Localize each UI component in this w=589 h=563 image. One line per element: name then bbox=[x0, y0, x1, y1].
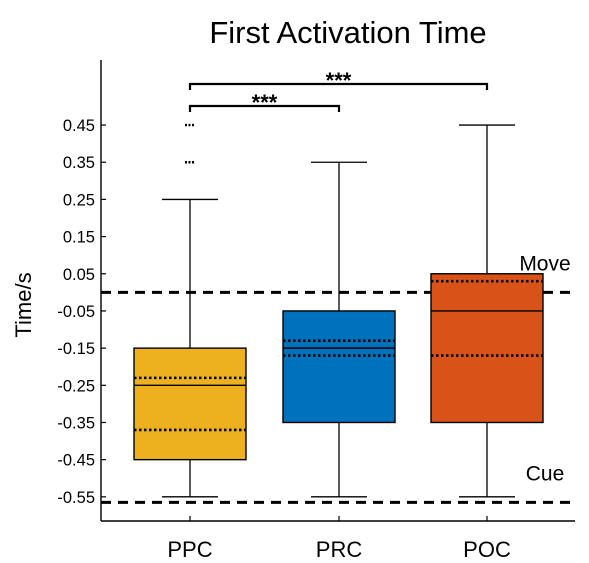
box-body bbox=[282, 310, 396, 424]
bracket-line bbox=[188, 104, 341, 112]
box-poc bbox=[430, 124, 544, 498]
x-tick-label: PPC bbox=[167, 537, 212, 562]
box-prc bbox=[282, 161, 396, 498]
y-axis-label: Time/s bbox=[11, 272, 36, 337]
x-tick-label: PRC bbox=[316, 537, 363, 562]
bracket-line bbox=[188, 82, 489, 90]
y-tick-label: -0.15 bbox=[57, 340, 95, 358]
y-tick-label: 0.25 bbox=[63, 191, 95, 209]
axes: 0.45 0.35 0.25 0.15 0.05 -0.05 -0.15 -0.25 -0.35… bbox=[57, 60, 575, 562]
box-body bbox=[430, 273, 544, 424]
y-tick-label: 0.15 bbox=[63, 229, 95, 247]
chart-title: First Activation Time bbox=[209, 15, 486, 50]
significance-bracket: *** bbox=[188, 90, 341, 115]
box-ppc bbox=[133, 123, 247, 498]
box-body bbox=[133, 347, 247, 461]
y-tick-label: 0.05 bbox=[63, 266, 95, 284]
reference-lines: Move Cue bbox=[101, 252, 571, 504]
y-tick-label: 0.35 bbox=[63, 154, 95, 172]
significance-label: *** bbox=[252, 90, 278, 115]
y-tick-label: -0.55 bbox=[57, 489, 95, 507]
reference-line-label: Cue bbox=[526, 462, 565, 485]
reference-line-label: Move bbox=[519, 252, 570, 275]
boxes bbox=[133, 123, 544, 498]
y-tick-label: -0.25 bbox=[57, 377, 95, 395]
y-tick-label: -0.05 bbox=[57, 303, 95, 321]
significance-label: *** bbox=[326, 68, 352, 93]
x-tick-label: POC bbox=[463, 537, 511, 562]
significance-bracket: *** bbox=[188, 68, 489, 93]
significance-brackets: *** *** bbox=[188, 68, 489, 115]
y-tick-label: -0.35 bbox=[57, 414, 95, 432]
y-tick-label: -0.45 bbox=[57, 452, 95, 470]
y-tick-label: 0.45 bbox=[63, 117, 95, 135]
